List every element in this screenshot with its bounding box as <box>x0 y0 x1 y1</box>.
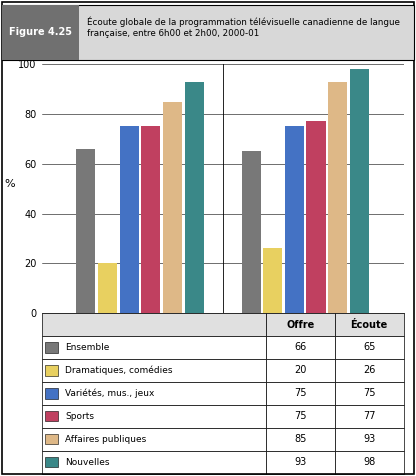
Bar <box>42 336 266 359</box>
Bar <box>185 82 203 313</box>
Bar <box>335 405 404 428</box>
Text: Dramatiques, comédies: Dramatiques, comédies <box>65 366 173 375</box>
Bar <box>42 313 266 336</box>
Text: Figure 4.25: Figure 4.25 <box>9 27 72 37</box>
Bar <box>266 313 335 336</box>
Text: 66: 66 <box>294 343 307 353</box>
Bar <box>266 428 335 451</box>
Text: Offre: Offre <box>286 319 314 329</box>
Bar <box>335 336 404 359</box>
Text: 77: 77 <box>363 411 375 421</box>
Bar <box>77 149 95 313</box>
Bar <box>335 428 404 451</box>
Text: Variétés, mus., jeux: Variétés, mus., jeux <box>65 388 155 398</box>
Bar <box>42 382 266 405</box>
Bar <box>335 451 404 474</box>
Bar <box>141 127 160 313</box>
Y-axis label: %: % <box>5 178 15 188</box>
Bar <box>42 428 266 451</box>
Bar <box>285 127 304 313</box>
Bar <box>163 101 182 313</box>
Text: 26: 26 <box>363 366 375 376</box>
Bar <box>42 405 266 428</box>
Text: Nouvelles: Nouvelles <box>65 457 110 466</box>
Text: 75: 75 <box>294 411 307 421</box>
Text: 75: 75 <box>363 388 375 398</box>
Bar <box>335 313 404 336</box>
Bar <box>42 451 266 474</box>
Bar <box>263 248 282 313</box>
Bar <box>335 359 404 382</box>
Text: 85: 85 <box>294 434 307 444</box>
Bar <box>242 151 260 313</box>
Bar <box>335 382 404 405</box>
Text: 20: 20 <box>294 366 307 376</box>
Text: Écoute: Écoute <box>351 319 388 329</box>
Bar <box>350 69 369 313</box>
Text: Écoute globale de la programmation télévisuelle canadienne de langue
française, : Écoute globale de la programmation télév… <box>87 17 400 38</box>
Bar <box>120 127 139 313</box>
Bar <box>266 359 335 382</box>
Text: 98: 98 <box>363 457 375 467</box>
Bar <box>45 342 58 353</box>
Text: 93: 93 <box>363 434 375 444</box>
Bar <box>307 121 325 313</box>
Bar <box>328 82 347 313</box>
Text: Ensemble: Ensemble <box>65 343 110 352</box>
Text: 75: 75 <box>294 388 307 398</box>
Bar <box>45 388 58 398</box>
Bar <box>45 434 58 445</box>
Bar <box>42 359 266 382</box>
Bar <box>266 405 335 428</box>
Bar <box>45 457 58 467</box>
Text: Sports: Sports <box>65 412 94 421</box>
Text: Affaires publiques: Affaires publiques <box>65 435 146 444</box>
Bar <box>45 365 58 376</box>
Text: 65: 65 <box>363 343 375 353</box>
Bar <box>98 263 117 313</box>
Text: 93: 93 <box>294 457 307 467</box>
Bar <box>45 411 58 421</box>
Bar <box>266 336 335 359</box>
Bar <box>266 451 335 474</box>
Bar <box>266 382 335 405</box>
